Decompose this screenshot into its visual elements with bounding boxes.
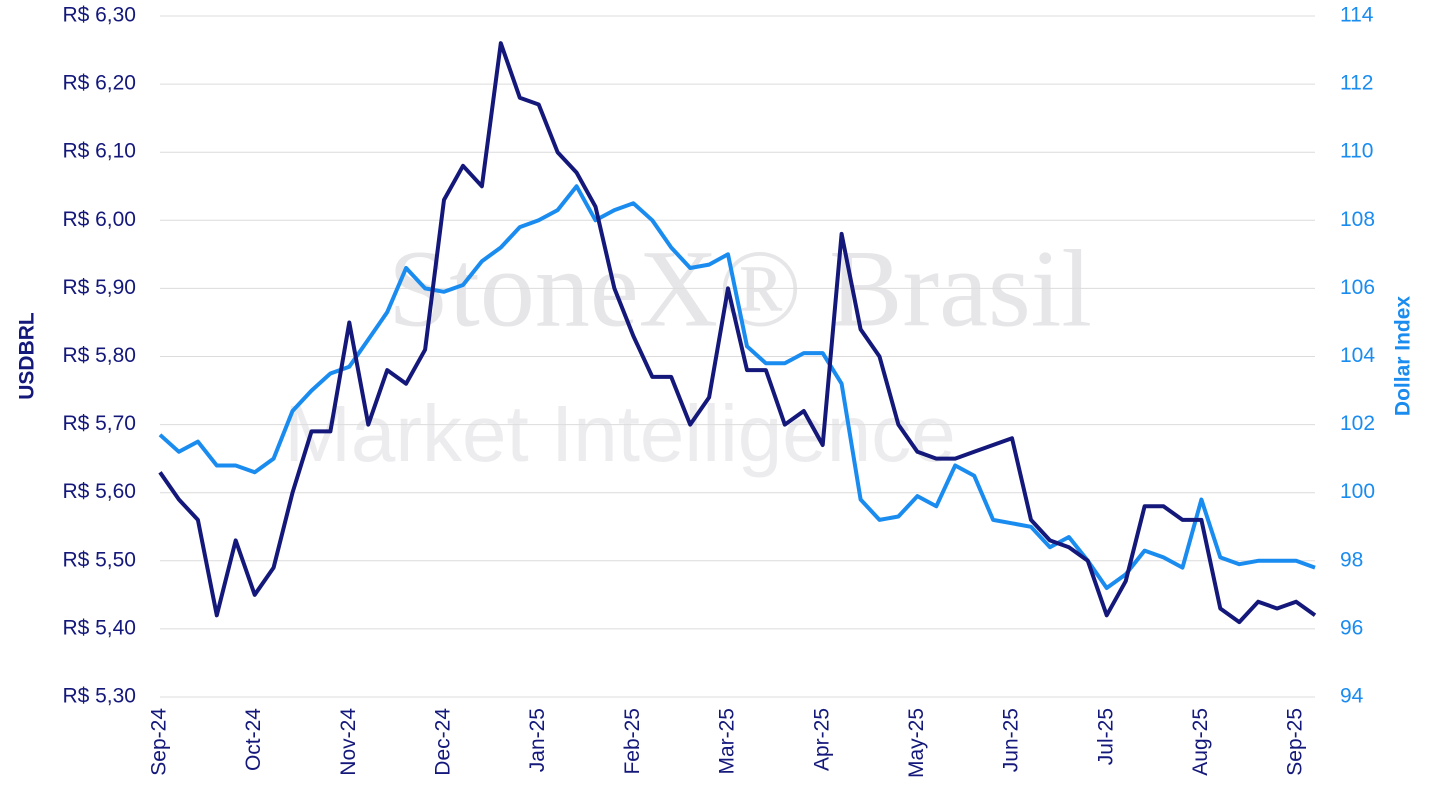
y2-tick-label: 114 [1340,4,1374,27]
x-tick-label: Jun-25 [1000,708,1023,772]
x-tick-label: Feb-25 [621,708,644,775]
y2-tick-label: 102 [1340,412,1375,435]
y2-tick-label: 106 [1340,276,1375,299]
x-tick-label: Jan-25 [526,708,549,772]
y-tick-label: R$ 5,30 [62,685,136,708]
y2-tick-label: 96 [1340,616,1363,639]
y-tick-label: R$ 5,40 [62,616,136,639]
line [158,41,1317,625]
x-tick-label: Oct-24 [242,708,265,771]
x-tick-label: Apr-25 [810,708,833,771]
y2-tick-label: 94 [1340,685,1364,708]
y-tick-label: R$ 6,10 [62,140,136,163]
y-tick-label: R$ 5,60 [62,480,136,503]
x-tick-label: Sep-24 [148,708,171,776]
y2-axis-label: Dollar Index [1392,296,1415,417]
y-tick-label: R$ 5,90 [62,276,136,299]
y2-tick-label: 112 [1340,72,1373,95]
y-tick-label: R$ 5,80 [62,344,136,367]
y-tick-label: R$ 6,20 [62,72,136,95]
x-tick-label: Aug-25 [1189,708,1212,776]
y-tick-label: R$ 5,50 [62,548,136,571]
y-tick-label: R$ 6,30 [62,4,136,27]
y-tick-label: R$ 5,70 [62,412,136,435]
y2-tick-label: 108 [1340,208,1375,231]
line [158,184,1316,590]
y-axis-label: USDBRL [16,312,39,400]
y2-tick-label: 100 [1340,480,1375,503]
x-tick-label: Jul-25 [1094,708,1117,765]
y-tick-label: R$ 6,00 [62,208,136,231]
x-tick-label: Dec-24 [432,708,455,776]
x-tick-label: Mar-25 [716,708,739,775]
y2-tick-label: 98 [1340,548,1363,571]
x-tick-label: Sep-25 [1284,708,1307,776]
x-tick-label: Nov-24 [337,708,360,776]
x-tick-label: May-25 [905,708,928,778]
y2-tick-label: 104 [1340,344,1375,367]
y2-tick-label: 110 [1340,140,1373,163]
